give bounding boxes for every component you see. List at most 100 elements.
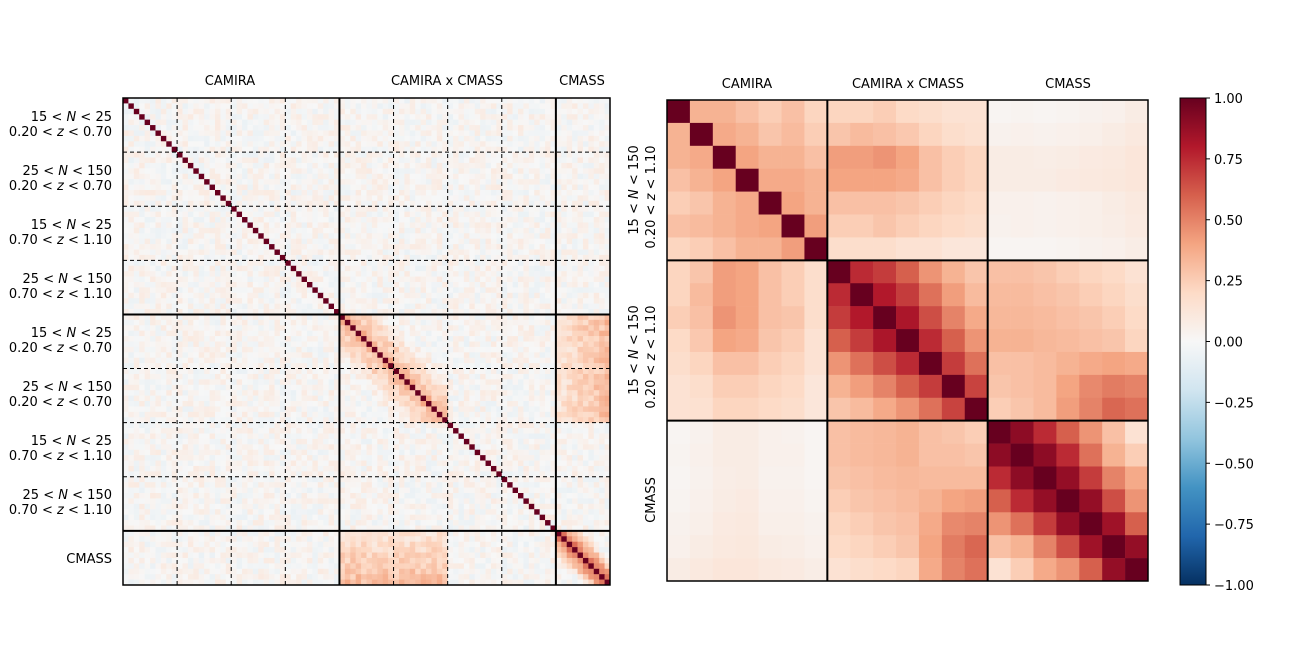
left-cell [555, 200, 562, 207]
left-cell [339, 281, 346, 288]
left-cell [133, 227, 140, 234]
left-cell [528, 319, 535, 326]
left-cell [415, 222, 421, 229]
left-cell [361, 108, 367, 115]
left-cell [355, 346, 362, 353]
left-cell [306, 292, 313, 299]
left-cell [442, 336, 448, 342]
left-cell [258, 336, 264, 342]
left-cell [593, 254, 600, 261]
left-cell [225, 373, 232, 380]
left-cell [420, 244, 427, 250]
left-cell [171, 341, 178, 348]
left-cell [458, 244, 465, 250]
left-cell [344, 271, 351, 277]
left-cell [463, 217, 470, 223]
left-cell [371, 168, 378, 175]
left-cell [361, 368, 367, 375]
left-cell [447, 189, 454, 196]
left-cell [279, 249, 286, 256]
left-cell [501, 184, 508, 191]
left-cell [436, 233, 443, 239]
left-cell [198, 357, 205, 364]
left-cell [317, 157, 324, 164]
left-cell [306, 325, 313, 331]
left-cell [139, 233, 145, 239]
left-cell [220, 249, 227, 256]
left-cell [496, 146, 503, 153]
left-cell [361, 260, 367, 267]
left-cell [550, 249, 557, 256]
left-cell [166, 211, 172, 218]
left-cell [139, 238, 145, 245]
left-cell [572, 319, 578, 326]
left-cell [469, 281, 476, 288]
left-cell [231, 249, 237, 256]
left-cell [187, 206, 194, 212]
left-cell [187, 157, 194, 164]
left-cell [453, 281, 459, 288]
left-cell [166, 281, 172, 288]
left-cell [572, 222, 578, 229]
left-cell [388, 319, 394, 326]
left-cell [490, 125, 497, 131]
left-cell [193, 363, 200, 369]
left-cell [236, 152, 243, 158]
left-cell [177, 352, 183, 359]
left-cell [296, 314, 302, 321]
left-cell [231, 292, 237, 299]
left-cell [366, 352, 373, 359]
left-cell [301, 287, 308, 294]
left-cell [160, 309, 167, 315]
left-cell [133, 173, 140, 180]
left-cell [285, 157, 292, 164]
left-cell [582, 249, 589, 256]
left-cell [187, 254, 194, 261]
left-cell [371, 206, 378, 212]
left-cell [323, 303, 329, 310]
left-cell [523, 276, 530, 283]
left-cell [193, 114, 200, 120]
left-cell [366, 114, 373, 120]
left-cell [447, 298, 454, 304]
left-cell [263, 390, 270, 396]
left-cell [577, 336, 584, 342]
left-cell [431, 373, 438, 380]
left-cell [279, 184, 286, 191]
left-cell [160, 125, 167, 131]
left-cell [328, 254, 335, 261]
left-cell [555, 184, 562, 191]
left-cell [123, 357, 129, 364]
left-cell [133, 222, 140, 229]
left-cell [507, 292, 513, 299]
left-cell [528, 314, 535, 321]
left-cell [317, 384, 324, 391]
left-cell [561, 222, 568, 229]
left-cell [166, 260, 172, 267]
left-cell [155, 336, 162, 342]
left-cell [599, 352, 605, 359]
left-cell [355, 146, 362, 153]
left-cell [371, 363, 378, 369]
left-cell [453, 287, 459, 294]
left-cell [344, 373, 351, 380]
left-cell [588, 206, 595, 212]
left-cell [236, 249, 243, 256]
left-cell [198, 217, 205, 223]
left-cell [561, 346, 568, 353]
left-cell [312, 179, 319, 185]
left-cell [279, 309, 286, 315]
left-cell [171, 103, 178, 110]
left-cell [193, 330, 200, 337]
left-cell [366, 249, 373, 256]
left-cell [323, 287, 329, 294]
left-cell [160, 152, 167, 158]
left-cell [242, 368, 248, 375]
left-cell [274, 103, 281, 110]
left-cell [214, 119, 221, 126]
left-cell [306, 384, 313, 391]
left-cell [225, 325, 232, 331]
left-cell [588, 336, 595, 342]
left-cell [447, 141, 454, 147]
left-cell [258, 249, 264, 256]
